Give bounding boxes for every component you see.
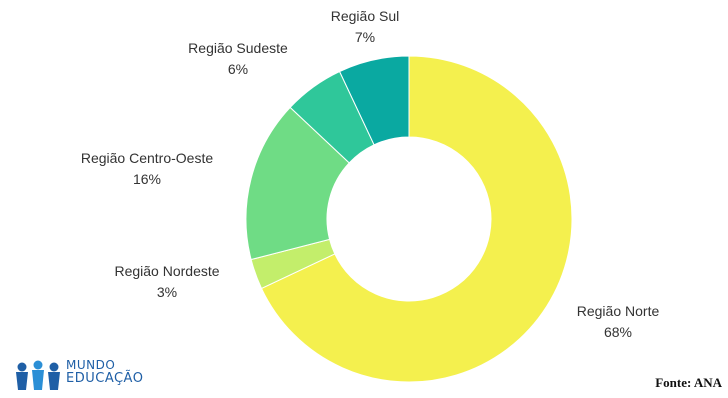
logo-line-1: MUNDO bbox=[66, 358, 116, 372]
slice-value-label: 3% bbox=[157, 284, 177, 300]
slice-label: Região Norte bbox=[577, 303, 660, 319]
slice-regi-o-norte bbox=[260, 55, 573, 383]
logo-text: MUNDO EDUCAÇÃO bbox=[66, 358, 143, 386]
mundo-educacao-logo: MUNDO EDUCAÇÃO bbox=[14, 358, 144, 392]
slice-label: Região Centro-Oeste bbox=[81, 150, 214, 166]
slice-labels: Região Norte 68% Região Nordeste 3% Região C… bbox=[81, 8, 660, 340]
slice-value-label: 68% bbox=[604, 324, 632, 340]
slice-value-label: 16% bbox=[133, 171, 161, 187]
donut-slices bbox=[245, 55, 573, 383]
people-icon bbox=[16, 360, 60, 390]
slice-regi-o-sul bbox=[338, 55, 410, 146]
source-note: Fonte: ANA bbox=[655, 375, 722, 390]
slice-regi-o-centro-oeste bbox=[245, 106, 350, 261]
slice-value-label: 7% bbox=[355, 29, 375, 45]
logo-line-2: EDUCAÇÃO bbox=[66, 371, 144, 386]
slice-value-label: 6% bbox=[228, 61, 248, 77]
slice-label: Região Sul bbox=[331, 8, 400, 24]
slice-label: Região Nordeste bbox=[114, 263, 219, 279]
slice-label: Região Sudeste bbox=[188, 40, 288, 56]
